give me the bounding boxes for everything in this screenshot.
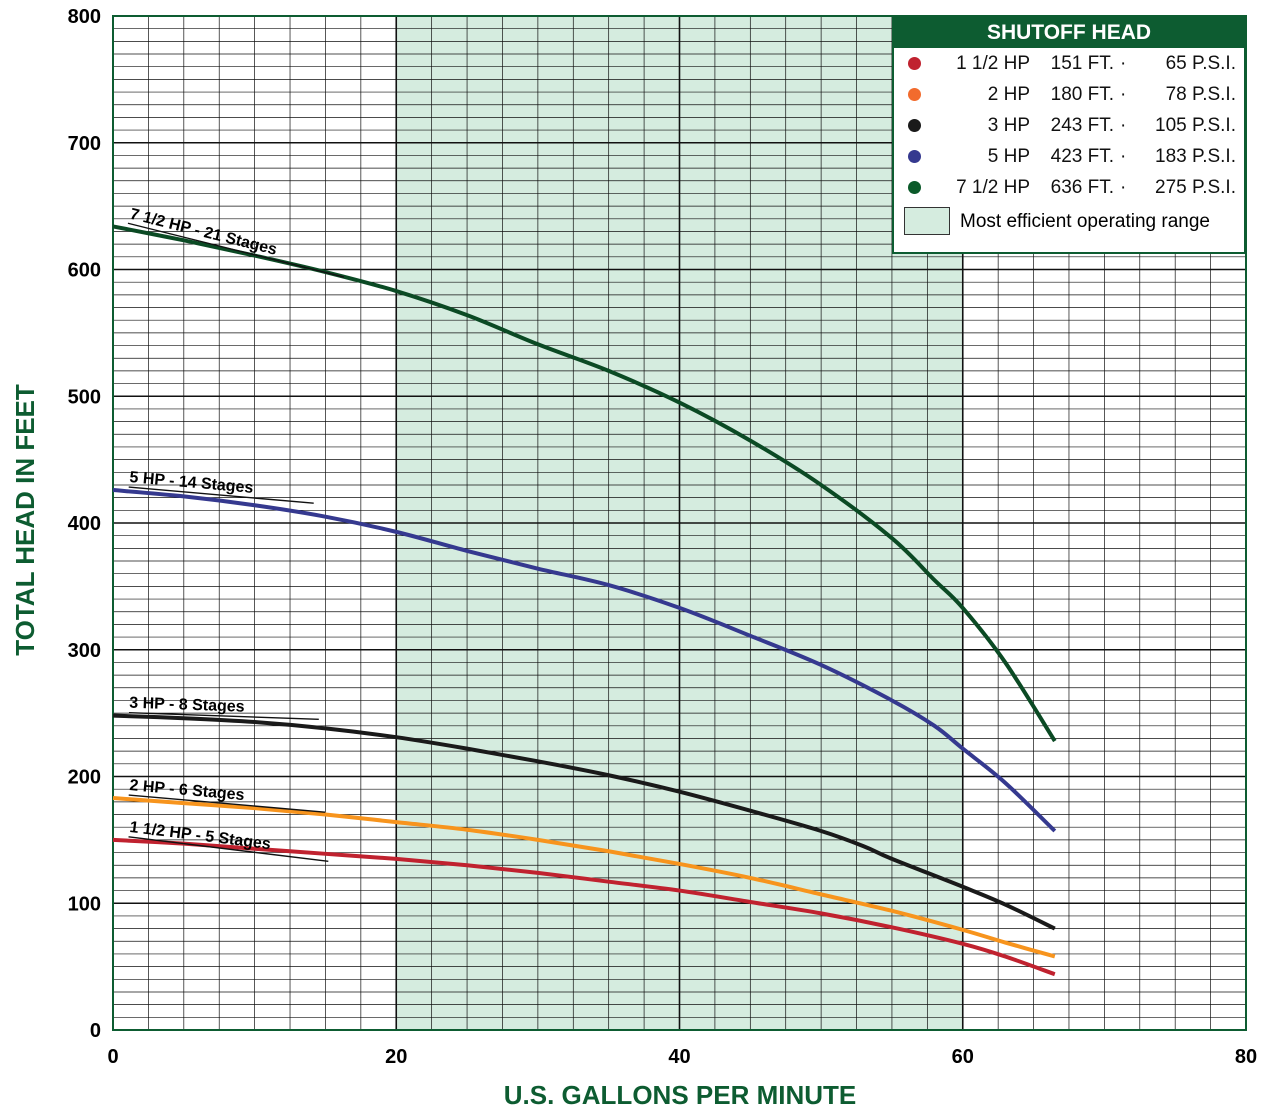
x-tick-label: 40 [668, 1046, 690, 1068]
legend-psi: 105 P.S.I. [1155, 115, 1236, 136]
legend-title: SHUTOFF HEAD [894, 18, 1244, 48]
legend-psi: 275 P.S.I. [1155, 177, 1236, 198]
legend-hp: 2 HP [987, 84, 1030, 105]
pump-curve [112, 796, 1056, 959]
legend-row: 7 1/2 HP 636 FT. · 275 P.S.I. [894, 172, 1244, 203]
y-tick-label: 200 [68, 767, 101, 789]
legend-hp: 1 1/2 HP [956, 53, 1030, 74]
y-tick-label: 100 [68, 893, 101, 915]
y-tick-label: 600 [68, 260, 101, 282]
curve-label-underline [127, 222, 345, 278]
legend-hp: 5 HP [987, 146, 1030, 167]
curve-label-underline [128, 794, 326, 813]
legend-separator: · [1120, 84, 1127, 105]
x-tick-label: 60 [952, 1046, 974, 1068]
y-tick-label: 700 [68, 133, 101, 155]
legend-feet: 423 FT. [1050, 146, 1114, 167]
legend-separator: · [1120, 146, 1127, 167]
legend-psi: 183 P.S.I. [1155, 146, 1236, 167]
legend-hp: 3 HP [987, 115, 1030, 136]
y-tick-label: 400 [68, 513, 101, 535]
shutoff-head-legend: SHUTOFF HEAD 1 1/2 HP 151 FT. · 65 P.S.I. 2 … [892, 16, 1246, 254]
legend-feet: 243 FT. [1050, 115, 1114, 136]
legend-row: 5 HP 423 FT. · 183 P.S.I. [894, 141, 1244, 172]
x-tick-label: 20 [385, 1046, 407, 1068]
curve-label-underline [128, 486, 314, 504]
legend-psi: 78 P.S.I. [1165, 84, 1236, 105]
legend-separator: · [1120, 115, 1127, 136]
legend-separator: · [1120, 177, 1127, 198]
legend-separator: · [1120, 53, 1127, 74]
y-tick-label: 500 [68, 386, 101, 408]
y-axis-title: TOTAL HEAD IN FEET [10, 384, 40, 656]
legend-row: 2 HP 180 FT. · 78 P.S.I. [894, 79, 1244, 110]
x-axis-title: U.S. GALLONS PER MINUTE [504, 1080, 856, 1110]
legend-dot [908, 181, 921, 194]
pump-curve [112, 488, 1057, 833]
legend-psi: 65 P.S.I. [1165, 53, 1236, 74]
legend-dot [908, 119, 921, 132]
x-tick-label: 0 [107, 1046, 118, 1068]
curve-label: 3 HP - 8 Stages [129, 695, 245, 716]
legend-feet: 180 FT. [1050, 84, 1114, 105]
range-label: Most efficient operating range [960, 211, 1210, 232]
curve-label-group: 7 1/2 HP - 21 Stages [127, 206, 345, 278]
legend-feet: 636 FT. [1050, 177, 1114, 198]
legend-feet: 151 FT. [1050, 53, 1114, 74]
curve-label-group: 5 HP - 14 Stages [128, 469, 314, 504]
legend-hp: 7 1/2 HP [956, 177, 1030, 198]
pump-curve [112, 837, 1056, 977]
legend-row: 3 HP 243 FT. · 105 P.S.I. [894, 110, 1244, 141]
pump-curve [112, 713, 1056, 931]
legend-range-row: Most efficient operating range [894, 203, 1244, 239]
legend-row: 1 1/2 HP 151 FT. · 65 P.S.I. [894, 48, 1244, 79]
legend-dot [908, 88, 921, 101]
legend-dot [908, 150, 921, 163]
y-tick-labels: 0 100 200 300 400 500 600 700 800 [68, 6, 101, 1042]
curve-label-group: 3 HP - 8 Stages [128, 695, 319, 720]
x-tick-labels: 0 20 40 60 80 [107, 1046, 1257, 1068]
range-swatch [904, 207, 950, 235]
y-tick-label: 300 [68, 640, 101, 662]
x-tick-label: 80 [1235, 1046, 1257, 1068]
curve-label-underline [128, 836, 329, 863]
y-tick-label: 0 [90, 1020, 101, 1042]
curve-label: 1 1/2 HP - 5 Stages [129, 819, 272, 853]
legend-dot [908, 57, 921, 70]
y-tick-label: 800 [68, 6, 101, 28]
plot-frame [112, 15, 1247, 1031]
curve-label-underline [128, 711, 319, 720]
legend-rows: 1 1/2 HP 151 FT. · 65 P.S.I. 2 HP 180 FT. · 78 … [894, 48, 1244, 203]
